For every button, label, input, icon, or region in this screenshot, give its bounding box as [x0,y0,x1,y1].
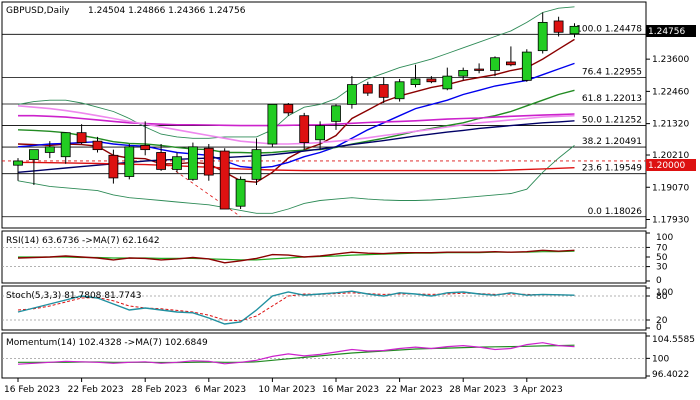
date-tick-label: 28 Mar 2023 [449,385,506,395]
chart-ohlc: 1.24504 1.24866 1.24366 1.24756 [88,6,246,16]
price-tick-label: 1.17930 [652,215,689,225]
current-price-tag: 1.24756 [648,27,685,37]
bull-candle [490,57,500,71]
bull-candle [331,105,341,122]
momentum-title: Momentum(14) 102.4328 ->MA(7) 102.6849 [6,338,208,348]
price-tick-label: 1.23600 [652,55,689,65]
fib-level-label: 38.2 1.20491 [582,137,642,147]
bull-candle [346,84,357,105]
stoch-plot [2,290,646,325]
bull-candle [569,25,580,35]
level-tag-bg [646,159,696,171]
stoch-tick-label: 20 [656,316,668,326]
date-tick-label: 16 Mar 2023 [322,385,379,395]
date-tick-label: 10 Mar 2023 [258,385,315,395]
bear-candle [219,150,230,210]
bull-candle [442,75,453,90]
rsi-tick-label: 30 [656,263,668,273]
bear-candle [156,152,167,170]
stoch-title: Stoch(5,3,3) 81.7808 81.7743 [6,291,141,301]
bull-candle [315,125,326,141]
moving-average-line [17,105,575,145]
bear-candle [92,140,103,151]
bull-candle [267,103,278,145]
bear-candle [140,145,151,151]
bull-candle [124,146,135,177]
bull-candle [44,146,55,153]
bull-candle [28,149,39,160]
bear-candle [553,20,564,33]
fib-level-label: 23.6 1.19549 [582,164,642,174]
bull-candle [172,156,182,170]
level-tag: 1.20000 [648,161,685,171]
rsi-line [17,249,575,264]
date-tick-label: 6 Mar 2023 [195,385,246,395]
momentum-tick-label: 104.5585 [652,335,695,345]
rsi-tick-label: 70 [656,243,668,253]
date-tick-label: 28 Feb 2023 [131,385,187,395]
price-tick-label: 1.20210 [652,151,689,161]
bear-candle [474,68,485,71]
rsi-tick-label: 50 [656,253,668,263]
bear-candle [426,78,437,83]
moving-average-line [18,113,575,127]
date-tick-label: 3 Apr 2023 [513,385,563,395]
rsi-title: RSI(14) 63.6736 ->MA(7) 62.1642 [6,236,160,246]
momentum-plot [2,342,646,365]
rsi-tick-label: 100 [656,233,673,243]
rsi-panel-frame [1,230,647,284]
current-price-tag-bg [646,25,696,37]
bull-candle [13,160,23,166]
date-tick-label: 16 Feb 2023 [4,385,60,395]
bear-candle [378,84,389,98]
stoch-tick-label: 100 [656,288,673,298]
rsi-plot [2,246,646,268]
momentum-line [17,342,575,365]
bull-candle [521,51,532,81]
bull-candle [394,81,405,100]
bear-candle [203,147,214,176]
bull-candle [235,178,246,207]
bear-candle [505,61,516,66]
price-tick-label: 1.22460 [652,87,689,97]
bull-candle [537,21,548,52]
fib-level-label: 76.4 1.22955 [582,67,642,77]
bull-candle [187,146,198,180]
fib-level-label: 50.0 1.21252 [582,116,642,126]
stoch-tick-label: 80 [656,292,668,302]
chart-symbol: GBPUSD,Daily [6,6,70,16]
momentum-tick-label: 96.4022 [652,370,689,380]
fib-level-label: 61.8 1.22013 [582,94,642,104]
date-tick-label: 22 Mar 2023 [386,385,443,395]
bollinger-upper-line [17,6,575,139]
stoch-tick-label: 0 [656,323,662,333]
bear-candle [283,103,294,114]
bear-candle [299,115,310,143]
bollinger-lower-line [17,145,575,214]
bear-candle [108,154,119,179]
price-plot: 100.0 1.24478 76.4 1.22955 61.8 1.22013 50.… [2,6,646,218]
rsi-tick-label: 0 [656,276,662,286]
fib-level-label: 0.0 1.18026 [588,207,643,217]
bear-candle [76,132,87,143]
fib-level-label: 100.0 1.24478 [576,24,642,34]
bull-candle [251,149,262,180]
bull-candle [60,132,71,158]
momentum-tick-label: 100 [652,354,669,364]
bear-candle [362,84,373,94]
stoch-main-line [17,290,575,325]
moving-average-line [17,62,575,169]
moving-average-line [17,38,575,183]
date-tick-label: 22 Feb 2023 [68,385,124,395]
price-tick-label: 1.21320 [652,120,689,130]
bull-candle [410,78,421,85]
axes: 1.23600 1.22460 1.21320 1.20210 1.19070 1.179… [4,55,695,395]
price-tick-label: 1.19070 [652,183,689,193]
bull-candle [458,70,469,77]
